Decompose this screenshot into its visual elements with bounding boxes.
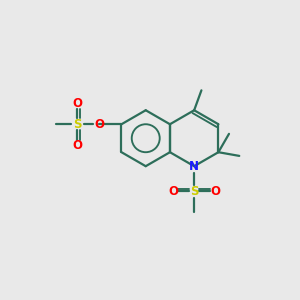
Text: O: O: [168, 185, 178, 198]
Text: O: O: [72, 97, 82, 110]
Text: O: O: [72, 139, 82, 152]
Text: O: O: [210, 185, 220, 198]
Text: S: S: [190, 185, 198, 198]
Text: O: O: [94, 118, 104, 131]
Text: N: N: [189, 160, 199, 173]
Text: S: S: [73, 118, 82, 131]
